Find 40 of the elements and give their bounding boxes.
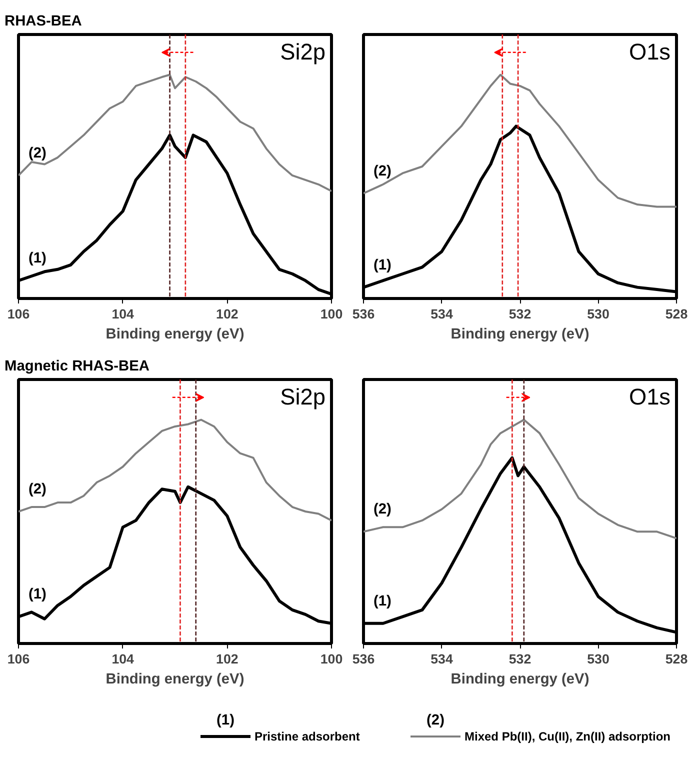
x-tick-label: 106 xyxy=(7,306,30,322)
x-tick-label: 102 xyxy=(216,652,238,666)
x-tick-label: 528 xyxy=(665,306,688,322)
x-axis-title: Binding energy (eV) xyxy=(450,326,590,342)
x-tick-label: 100 xyxy=(320,306,343,322)
x-tick-label: 532 xyxy=(508,306,532,322)
x-tick-label: 102 xyxy=(216,306,238,322)
x-tick-label: 100 xyxy=(320,652,343,666)
x-tick-label: 104 xyxy=(112,652,135,666)
annotation: (2) xyxy=(28,482,47,498)
annotation: (2) xyxy=(374,502,392,518)
x-tick-label: 536 xyxy=(352,306,375,322)
text: Si2p xyxy=(280,38,326,64)
legend-label: Mixed Pb(II), Cu(II), Zn(II) adsorption xyxy=(464,730,670,744)
x-tick-label: 536 xyxy=(352,652,375,666)
annotation: (1) xyxy=(28,250,47,267)
chart-title: RHAS-BEA xyxy=(4,14,82,30)
x-tick-label: 528 xyxy=(665,652,688,666)
x-tick-label: 534 xyxy=(430,306,454,322)
x-axis-title: Binding energy (eV) xyxy=(106,326,244,342)
text: O1s xyxy=(628,384,671,410)
legend-label: Pristine adsorbent xyxy=(254,730,360,744)
annotation: (1) xyxy=(374,257,392,274)
text: (2) xyxy=(426,712,444,728)
x-tick-label: 532 xyxy=(508,652,532,666)
x-tick-label: 106 xyxy=(7,652,30,666)
x-axis-title: Binding energy (eV) xyxy=(106,672,244,688)
annotation: (1) xyxy=(374,593,392,610)
text: O1s xyxy=(628,38,671,64)
x-tick-label: 534 xyxy=(430,652,454,666)
x-tick-label: 530 xyxy=(587,652,610,666)
x-tick-label: 530 xyxy=(587,306,610,322)
text: (1) xyxy=(216,712,234,728)
text: Si2p xyxy=(280,384,326,410)
chart-title: Magnetic RHAS-BEA xyxy=(4,358,150,374)
annotation: (2) xyxy=(374,163,392,180)
x-axis-title: Binding energy (eV) xyxy=(450,672,590,688)
annotation: (1) xyxy=(28,586,47,603)
x-tick-label: 104 xyxy=(112,306,135,322)
annotation: (2) xyxy=(28,145,47,162)
